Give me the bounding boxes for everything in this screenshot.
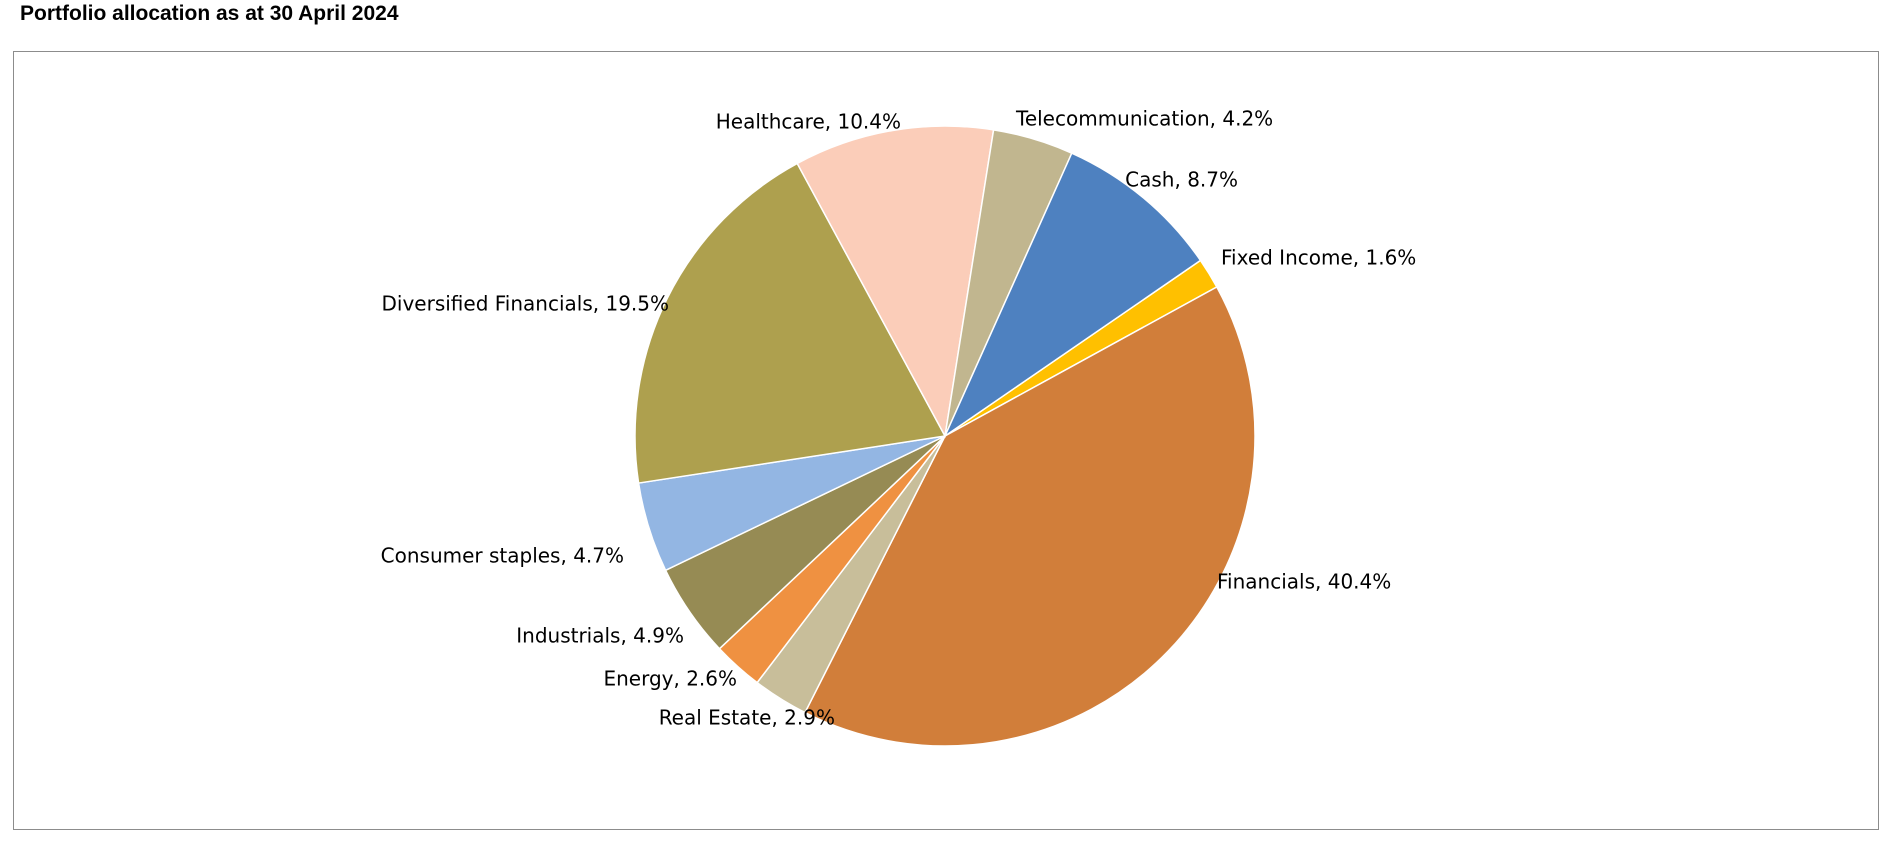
page-title: Portfolio allocation as at 30 April 2024 [20, 2, 399, 25]
pie-slice-cash [943, 152, 1202, 439]
data-label-real-estate: Real Estate, 2.9% [659, 706, 835, 730]
pie-slice-diversified-financials [634, 162, 947, 484]
data-label-industrials: Industrials, 4.9% [516, 624, 684, 648]
data-label-telecommunication: Telecommunication, 4.2% [1015, 107, 1273, 131]
data-label-consumer-staples: Consumer staples, 4.7% [381, 544, 624, 568]
pie-data-labels: Fixed Income, 1.6% Financials, 40.4% Real … [381, 107, 1417, 730]
data-label-healthcare: Healthcare, 10.4% [716, 110, 901, 134]
pie-chart: Fixed Income, 1.6% Financials, 40.4% Real … [381, 107, 1417, 747]
pie-slice-healthcare [796, 125, 995, 439]
data-label-energy: Energy, 2.6% [603, 667, 737, 691]
pie-slice-financials [803, 285, 1256, 747]
data-label-diversified-financials: Diversified Financials, 19.5% [382, 292, 670, 316]
data-label-fixed-income: Fixed Income, 1.6% [1221, 246, 1416, 270]
data-label-cash: Cash, 8.7% [1125, 168, 1238, 192]
data-label-financials: Financials, 40.4% [1217, 570, 1391, 594]
chart-frame: Fixed Income, 1.6% Financials, 40.4% Real … [13, 51, 1879, 830]
pie-slices [634, 125, 1256, 747]
